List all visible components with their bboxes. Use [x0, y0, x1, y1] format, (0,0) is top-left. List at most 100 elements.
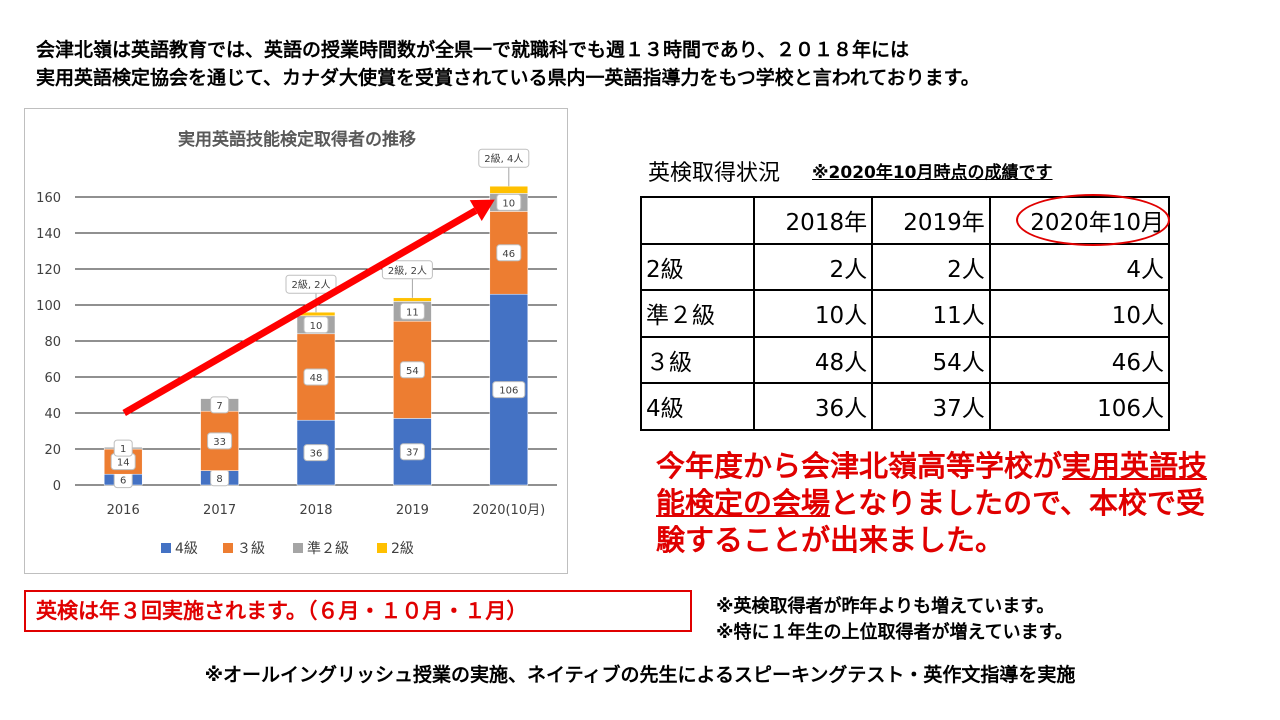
data-label-box — [478, 148, 530, 168]
legend-swatch — [161, 543, 171, 553]
trend-arrow-shaft — [122, 207, 478, 417]
table-header-2018: 2018年 — [753, 196, 874, 245]
x-tick-label: 2019 — [396, 503, 429, 518]
data-label: 48 — [310, 373, 323, 384]
data-label-box — [285, 274, 337, 294]
table-header-2020: 2020年10月 — [988, 194, 1171, 247]
table-cell: ３級 — [639, 335, 756, 384]
data-label: 1 — [120, 444, 126, 455]
note-line-1: ※英検取得者が昨年よりも増えています。 — [716, 596, 1055, 617]
legend-swatch — [223, 543, 233, 553]
data-label: 46 — [502, 249, 515, 260]
data-label: 11 — [406, 307, 419, 318]
data-label-box — [496, 193, 522, 211]
data-label-box — [381, 260, 433, 280]
legend-swatch — [377, 543, 387, 553]
table-row: 4級 36人 37人 106人 — [639, 382, 1171, 431]
table-row: ３級 48人 54人 46人 — [639, 335, 1171, 384]
table-header-row: 2018年 2019年 2020年10月 — [639, 194, 1171, 247]
table-cell: 11人 — [871, 289, 991, 338]
y-tick-label: 80 — [44, 335, 61, 350]
data-label-box — [303, 368, 329, 386]
table-cell: 4人 — [988, 242, 1171, 291]
data-label: 33 — [213, 437, 226, 448]
data-label: 10 — [310, 321, 323, 332]
table-note: ※2020年10月時点の成績です — [812, 163, 1053, 183]
legend-label: ３級 — [237, 541, 265, 557]
chart-panel: 実用英語技能検定取得者の推移 0 20 40 60 80 100 120 140 160 2016 2… — [24, 108, 568, 574]
y-tick-label: 60 — [44, 371, 61, 386]
data-label: 37 — [406, 448, 419, 459]
data-label: 2級, 2人 — [388, 264, 427, 277]
x-tick-label: 2017 — [203, 503, 236, 518]
intro-line-2: 実用英語検定協会を通じて、カナダ大使賞を受賞されている県内一英語指導力をもつ学校… — [36, 67, 980, 89]
y-tick-label: 160 — [36, 191, 61, 206]
data-label: 36 — [310, 449, 323, 460]
data-label: 10 — [502, 198, 515, 209]
chart-title: 実用英語技能検定取得者の推移 — [178, 129, 416, 150]
x-tick-label: 2020(10月) — [472, 503, 545, 518]
data-label: 2級, 2人 — [291, 278, 330, 291]
table-cell: 54人 — [871, 335, 991, 384]
x-tick-label: 2018 — [299, 503, 332, 518]
table-cell: 2級 — [639, 242, 756, 291]
legend-label: 2級 — [391, 541, 414, 557]
note-line-2: ※特に１年生の上位取得者が増えています。 — [716, 622, 1073, 643]
table-cell: 46人 — [988, 335, 1171, 384]
grades-table: 2018年 2019年 2020年10月 2級 2人 2人 4人 準２級 10人… — [639, 194, 1171, 431]
data-label: 2級, 4人 — [484, 152, 523, 165]
stacked-bar-chart: 実用英語技能検定取得者の推移 0 20 40 60 80 100 120 140 160 2016 2… — [36, 129, 557, 557]
table-cell: 4級 — [639, 382, 756, 431]
x-tick-label: 2016 — [107, 503, 140, 518]
data-label-box — [399, 361, 425, 379]
footer-note: ※オールイングリッシュ授業の実施、ネイティブの先生によるスピーキングテスト・英作… — [204, 664, 1076, 686]
table-cell: 37人 — [871, 382, 991, 431]
legend-swatch — [293, 543, 303, 553]
y-tick-label: 120 — [36, 263, 61, 278]
bar-segment — [489, 185, 529, 194]
data-label: 106 — [499, 386, 518, 397]
table-cell: 48人 — [753, 335, 874, 384]
circled-header: 2020年10月 — [1016, 194, 1170, 247]
intro-text: 会津北嶺は英語教育では、英語の授業時間数が全県一で就職科でも週１３時間であり、２… — [36, 36, 1256, 92]
data-label-box — [492, 381, 526, 399]
data-label-box — [399, 443, 425, 461]
y-tick-label: 40 — [44, 407, 61, 422]
table-row: 準２級 10人 11人 10人 — [639, 289, 1171, 338]
table-cell: 106人 — [988, 382, 1171, 431]
data-label-box — [113, 439, 133, 457]
announcement-part-3: となりましたので、本校で受験することが出来ました。 — [656, 486, 1205, 557]
bar-segment — [393, 297, 432, 302]
data-label: 14 — [117, 458, 130, 469]
legend-label: 4級 — [175, 541, 198, 557]
y-tick-label: 100 — [36, 299, 61, 314]
notes: ※英検取得者が昨年よりも増えています。 ※特に１年生の上位取得者が増えています。 — [716, 594, 1073, 646]
data-label-box — [207, 432, 233, 450]
data-label: 54 — [406, 366, 419, 377]
data-label: 7 — [216, 401, 222, 412]
announcement: 今年度から会津北嶺高等学校が実用英語技能検定の会場となりましたので、本校で受験す… — [656, 448, 1216, 559]
data-label: 8 — [216, 474, 222, 485]
announcement-part-1: 今年度から会津北嶺高等学校が — [656, 449, 1063, 483]
table-cell: 2人 — [871, 242, 991, 291]
intro-line-1: 会津北嶺は英語教育では、英語の授業時間数が全県一で就職科でも週１３時間であり、２… — [36, 39, 910, 61]
data-label-box — [496, 244, 522, 262]
y-tick-label: 0 — [53, 479, 61, 494]
data-label-box — [210, 396, 230, 414]
legend-label: 準２級 — [307, 541, 349, 557]
trend-arrow-head — [469, 199, 495, 221]
announcement-venue: 実用英語技能検定の会場 — [656, 449, 1208, 520]
data-label-box — [303, 316, 329, 334]
data-label-box — [399, 302, 425, 320]
exam-schedule-box: 英検は年３回実施されます。（６月・１０月・１月） — [24, 590, 692, 632]
data-label-box — [303, 444, 329, 462]
table-caption: 英検取得状況 ※2020年10月時点の成績です — [648, 155, 1053, 187]
y-tick-label: 140 — [36, 227, 61, 242]
table-header-2019: 2019年 — [871, 196, 991, 245]
data-label: 6 — [120, 476, 126, 487]
table-cell: 準２級 — [639, 289, 756, 338]
table-cell: 2人 — [753, 242, 874, 291]
table-cell: 10人 — [988, 289, 1171, 338]
table-header-empty — [639, 196, 756, 245]
table-title: 英検取得状況 — [648, 161, 781, 186]
